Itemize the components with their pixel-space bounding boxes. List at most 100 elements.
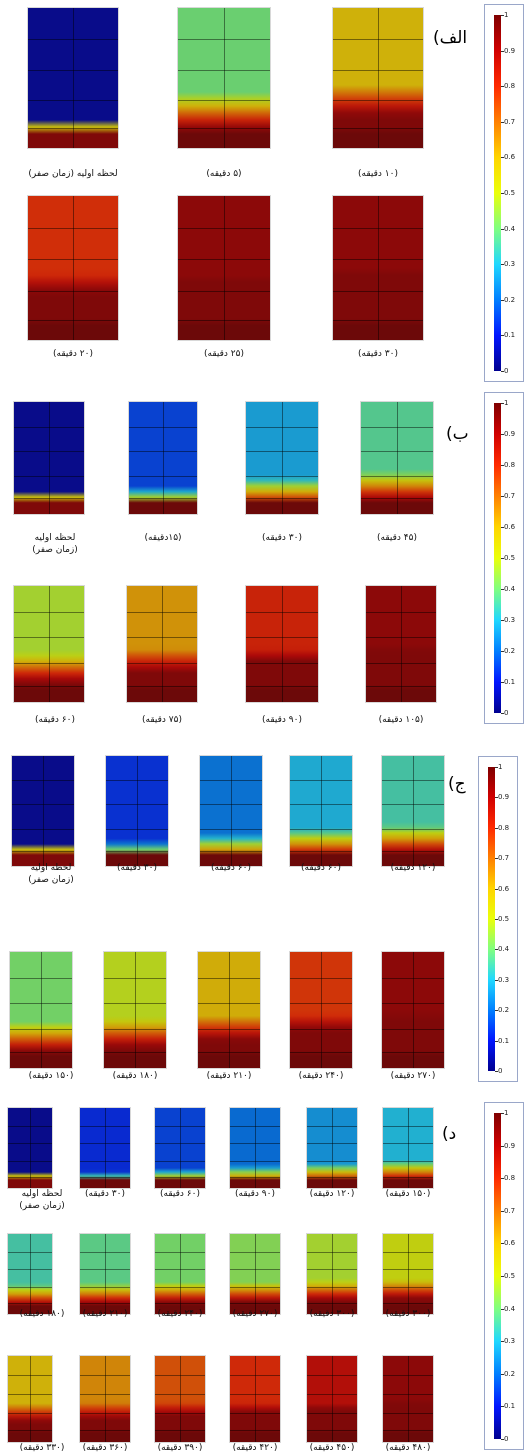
tick-mark — [495, 949, 498, 951]
mesh-line — [80, 1252, 130, 1253]
mesh-line — [382, 829, 444, 830]
tick-mark — [501, 1373, 504, 1375]
mesh-line — [361, 427, 433, 428]
snapshot-caption: (۶۰ دقیقه) — [160, 1189, 200, 1199]
simulation-snapshot — [80, 1108, 130, 1188]
tick-mark — [501, 434, 504, 435]
tick-label: 0.2 — [504, 1369, 516, 1378]
mesh-line — [366, 663, 436, 664]
mesh-line — [383, 1177, 433, 1178]
tick-label: 0.7 — [498, 854, 510, 863]
mesh-line — [383, 1269, 433, 1270]
tick-label: 0.4 — [504, 224, 516, 233]
snapshot-caption: (۶۰ دقیقه) — [211, 863, 251, 873]
simulation-snapshot — [129, 402, 197, 514]
tick-mark — [501, 299, 504, 301]
mesh-line — [307, 1252, 357, 1253]
mesh-line — [246, 498, 318, 499]
mesh-line — [178, 291, 270, 292]
mesh-line — [178, 320, 270, 321]
mesh-line — [382, 804, 444, 805]
tick-label: 0.3 — [504, 260, 516, 269]
snapshot-caption: (۲۵ دقیقه) — [204, 349, 244, 359]
mesh-line — [333, 228, 423, 229]
simulation-snapshot — [12, 756, 74, 866]
snapshot-caption: (۷۵ دقیقه) — [142, 715, 182, 725]
snapshot-caption: لحظه اولیه (زمان صفر) — [28, 863, 74, 885]
mesh-line — [104, 1003, 166, 1004]
mesh-line — [104, 978, 166, 979]
mesh-line — [155, 1161, 205, 1162]
tick-mark — [501, 1113, 504, 1114]
mesh-line — [401, 586, 402, 702]
snapshot-caption: (۴۸۰ دقیقه) — [385, 1443, 431, 1453]
mesh-line — [383, 1413, 433, 1414]
mesh-line — [14, 476, 84, 477]
simulation-snapshot — [382, 756, 444, 866]
mesh-line — [224, 8, 225, 148]
mesh-line — [307, 1287, 357, 1288]
mesh-line — [332, 1356, 333, 1442]
mesh-line — [30, 1356, 31, 1442]
mesh-line — [333, 259, 423, 260]
simulation-snapshot — [307, 1356, 357, 1442]
mesh-line — [12, 851, 74, 852]
mesh-line — [408, 1356, 409, 1442]
mesh-line — [155, 1177, 205, 1178]
tick-label: 0.1 — [504, 331, 516, 340]
snapshot-caption: (۳۰ دقیقه) — [117, 863, 157, 873]
mesh-line — [30, 1234, 31, 1314]
tick-mark — [501, 1145, 504, 1147]
simulation-snapshot — [333, 8, 423, 148]
tick-mark — [501, 1439, 504, 1440]
mesh-line — [14, 637, 84, 638]
mesh-line — [8, 1126, 52, 1127]
mesh-line — [8, 1303, 52, 1304]
tick-label: 0 — [504, 367, 509, 375]
mesh-line — [8, 1287, 52, 1288]
tick-mark — [501, 121, 504, 123]
simulation-snapshot — [200, 756, 262, 866]
tick-mark — [501, 335, 504, 337]
mesh-line — [383, 1287, 433, 1288]
mesh-line — [307, 1413, 357, 1414]
mesh-line — [246, 686, 318, 687]
color-scale-legend: 1 0.9 0.8 0.7 0.6 0.5 0.4 0.3 0.2 0.1 0 — [484, 1102, 524, 1450]
tick-mark — [495, 767, 498, 768]
mesh-line — [28, 291, 118, 292]
mesh-line — [333, 70, 423, 71]
mesh-line — [106, 851, 168, 852]
mesh-line — [198, 1003, 260, 1004]
snapshot-caption: (۳۳۰ دقیقه) — [19, 1443, 65, 1453]
mesh-line — [246, 451, 318, 452]
mesh-line — [290, 1003, 352, 1004]
mesh-line — [178, 228, 270, 229]
mesh-line — [383, 1303, 433, 1304]
tick-label: 1 — [498, 763, 503, 771]
tick-label: 0.3 — [504, 1337, 516, 1346]
simulation-snapshot — [383, 1108, 433, 1188]
tick-mark — [501, 1243, 504, 1245]
tick-mark — [501, 1210, 504, 1212]
tick-label: 0.9 — [504, 1141, 516, 1150]
mesh-line — [255, 1108, 256, 1188]
mesh-line — [28, 320, 118, 321]
mesh-line — [8, 1161, 52, 1162]
mesh-line — [230, 1161, 280, 1162]
mesh-line — [127, 663, 197, 664]
mesh-line — [361, 451, 433, 452]
tick-label: 0.7 — [504, 117, 516, 126]
snapshot-caption: (۲۴۰ دقیقه) — [157, 1309, 203, 1319]
mesh-line — [178, 128, 270, 129]
snapshot-caption: (۲۰ دقیقه) — [53, 349, 93, 359]
mesh-line — [307, 1269, 357, 1270]
simulation-snapshot — [230, 1356, 280, 1442]
mesh-line — [14, 427, 84, 428]
tick-mark — [501, 620, 504, 621]
tick-mark — [495, 827, 498, 829]
tick-mark — [501, 682, 504, 683]
mesh-line — [282, 402, 283, 514]
mesh-line — [413, 952, 414, 1068]
snapshot-caption: (۱۲۰ دقیقه) — [309, 1189, 355, 1199]
